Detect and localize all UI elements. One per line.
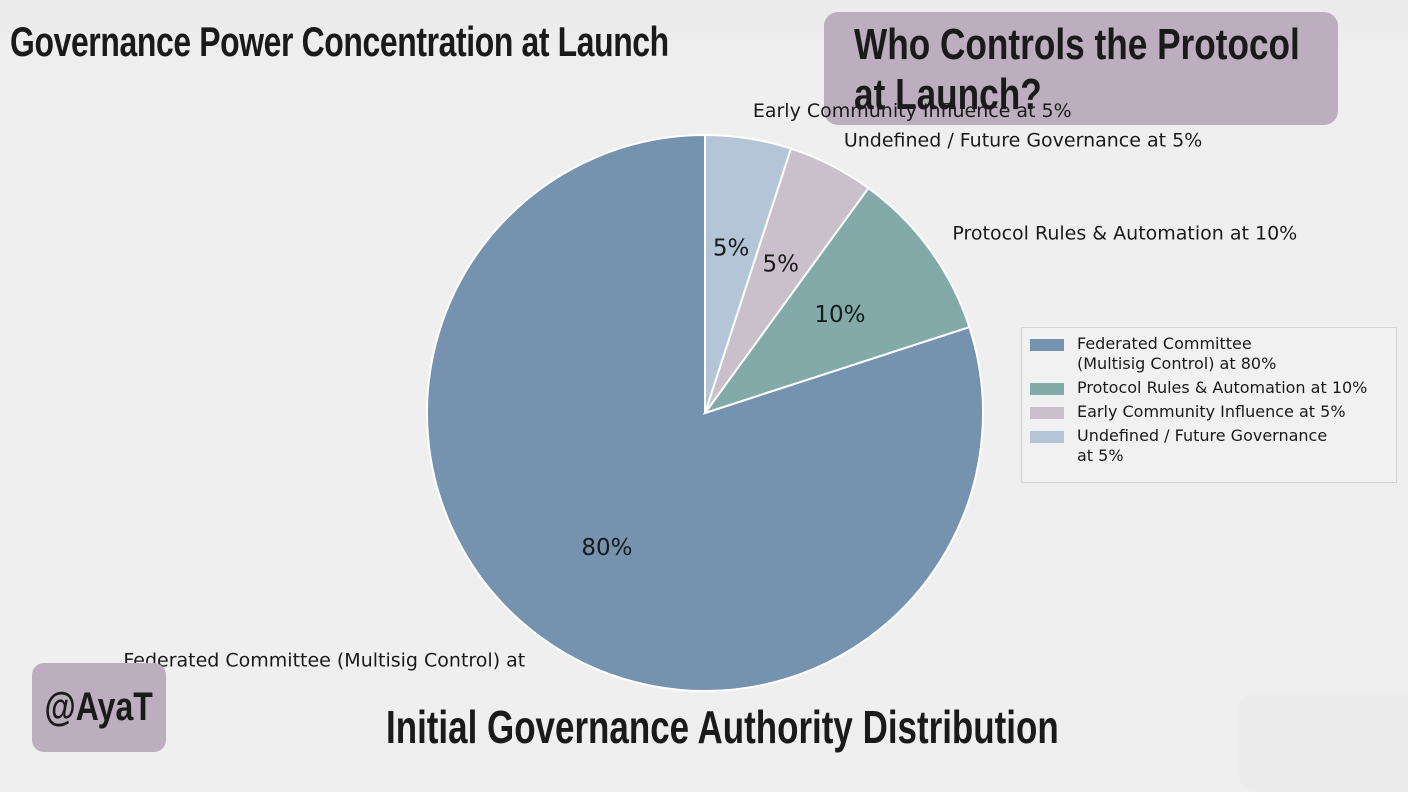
callout-text: Who Controls the Protocol at Launch? [854, 20, 1300, 119]
pie-slice-label-3: Early Community Influence at 5% [753, 100, 1072, 122]
author-handle-badge: @AyaT [32, 663, 166, 752]
legend-item-protocol-rules: Protocol Rules & Automation at 10% [1030, 378, 1396, 398]
legend-label: Undefined / Future Governance at 5% [1077, 426, 1328, 465]
legend-label: Early Community Influence at 5% [1077, 402, 1346, 421]
legend-label: Federated Committee (Multisig Control) a… [1077, 334, 1277, 373]
legend-item-early-community: Early Community Influence at 5% [1030, 402, 1396, 422]
legend-label: Protocol Rules & Automation at 10% [1077, 378, 1368, 397]
legend-swatch [1030, 383, 1064, 395]
pie-slice-label-1: Protocol Rules & Automation at 10% [952, 222, 1297, 244]
pie-slice-3 [704, 133, 793, 414]
pie-pct-label-3: 5% [713, 235, 750, 261]
decorative-corner [1238, 692, 1408, 792]
legend-item-federated-committee: Federated Committee (Multisig Control) a… [1030, 334, 1396, 374]
pie-slice-label-2: Undefined / Future Governance at 5% [844, 130, 1202, 152]
chart-subtitle: Initial Governance Authority Distributio… [386, 701, 1059, 753]
legend-swatch [1030, 339, 1064, 351]
pie-slice-1 [702, 186, 971, 415]
legend-swatch [1030, 431, 1064, 443]
pie-slice-label-0: Federated Committee (Multisig Control) a… [123, 649, 525, 671]
pie-pct-label-0: 80% [581, 535, 632, 561]
author-handle: @AyaT [44, 685, 154, 729]
pie-pct-label-2: 5% [762, 251, 799, 277]
pie-pct-label-1: 10% [814, 302, 865, 328]
legend-swatch [1030, 407, 1064, 419]
callout-box: Who Controls the Protocol at Launch? [824, 12, 1338, 125]
legend-item-undefined-future: Undefined / Future Governance at 5% [1030, 426, 1396, 466]
page-title: Governance Power Concentration at Launch [10, 18, 669, 65]
pie-chart: 80% Federated Committee (Multisig Control… [123, 100, 1297, 692]
chart-legend: Federated Committee (Multisig Control) a… [1021, 327, 1397, 483]
